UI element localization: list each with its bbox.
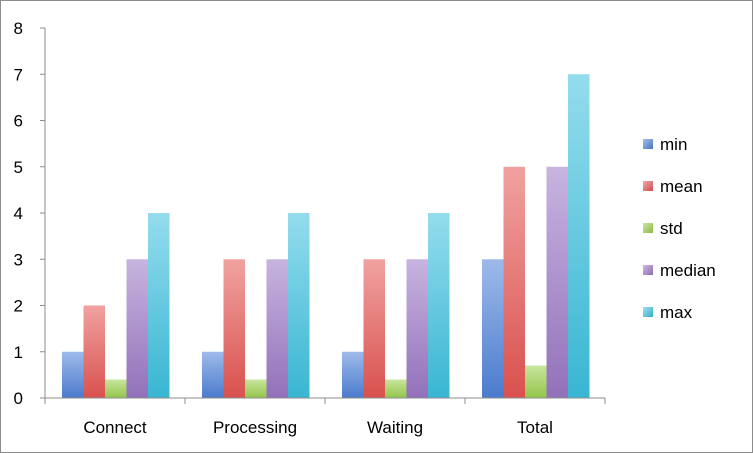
bar-std-connect <box>105 379 127 398</box>
bar-min-total <box>482 259 504 398</box>
bar-min-processing <box>202 351 224 398</box>
bar-max-waiting <box>428 213 450 398</box>
bar-std-total <box>525 365 547 399</box>
legend-swatch-max <box>643 307 653 317</box>
y-tick-label: 8 <box>14 19 23 38</box>
bar-median-processing <box>266 259 288 398</box>
x-category-label: Processing <box>213 418 297 437</box>
bar-max-processing <box>288 213 310 398</box>
x-category-label: Waiting <box>367 418 423 437</box>
y-tick-label: 1 <box>14 343 23 362</box>
legend-label-max: max <box>660 303 693 322</box>
legend-label-mean: mean <box>660 177 703 196</box>
x-category-labels: Connect Processing Waiting Total <box>83 418 553 437</box>
bar-mean-total <box>503 166 525 398</box>
bar-mean-connect <box>83 305 105 398</box>
bar-median-connect <box>126 259 148 398</box>
x-category-label: Total <box>517 418 553 437</box>
axes-group <box>40 27 606 404</box>
y-tick-label: 3 <box>14 250 23 269</box>
legend-label-std: std <box>660 219 683 238</box>
y-tick-label: 0 <box>14 389 23 408</box>
bar-min-waiting <box>342 351 364 398</box>
y-tick-labels: 0 1 2 3 4 5 6 7 8 <box>14 19 23 408</box>
y-tick-label: 6 <box>14 112 23 131</box>
y-tick-label: 5 <box>14 158 23 177</box>
bar-min-connect <box>62 351 84 398</box>
bar-max-total <box>568 74 590 398</box>
bars-group <box>62 74 590 399</box>
bar-mean-waiting <box>363 259 385 398</box>
y-tick-label: 4 <box>14 204 23 223</box>
y-tick-label: 7 <box>14 65 23 84</box>
y-tick-label: 2 <box>14 297 23 316</box>
bar-median-waiting <box>406 259 428 398</box>
bar-median-total <box>546 166 568 398</box>
legend-swatch-mean <box>643 181 653 191</box>
bar-max-connect <box>148 213 170 398</box>
legend-swatch-median <box>643 265 653 275</box>
legend: min mean std median max <box>643 135 716 322</box>
bar-std-processing <box>245 379 267 398</box>
x-category-label: Connect <box>83 418 147 437</box>
bar-mean-processing <box>223 259 245 398</box>
legend-label-min: min <box>660 135 687 154</box>
legend-swatch-std <box>643 223 653 233</box>
bar-std-waiting <box>385 379 407 398</box>
legend-swatch-min <box>643 139 653 149</box>
legend-label-median: median <box>660 261 716 280</box>
